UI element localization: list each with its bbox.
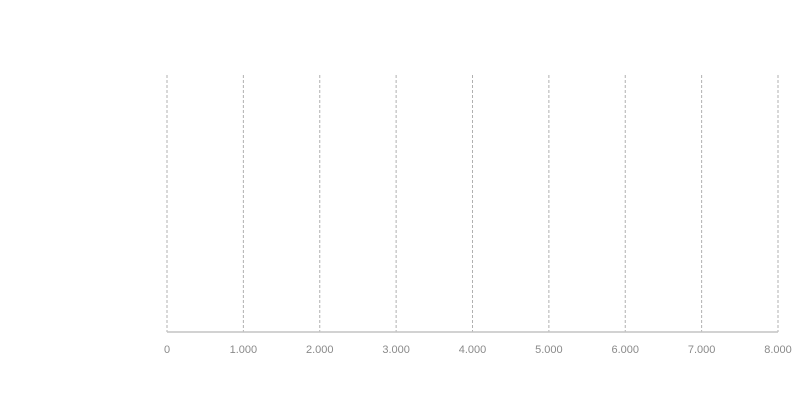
x-tick-label: 8.000 <box>764 344 792 356</box>
x-tick-label: 4.000 <box>459 344 487 356</box>
x-tick-label: 1.000 <box>230 344 258 356</box>
x-tick-label: 2.000 <box>306 344 334 356</box>
x-tick-label: 7.000 <box>688 344 716 356</box>
x-tick-label: 6.000 <box>611 344 639 356</box>
x-tick-label: 5.000 <box>535 344 563 356</box>
x-tick-label: 3.000 <box>382 344 410 356</box>
x-tick-label: 0 <box>164 344 170 356</box>
